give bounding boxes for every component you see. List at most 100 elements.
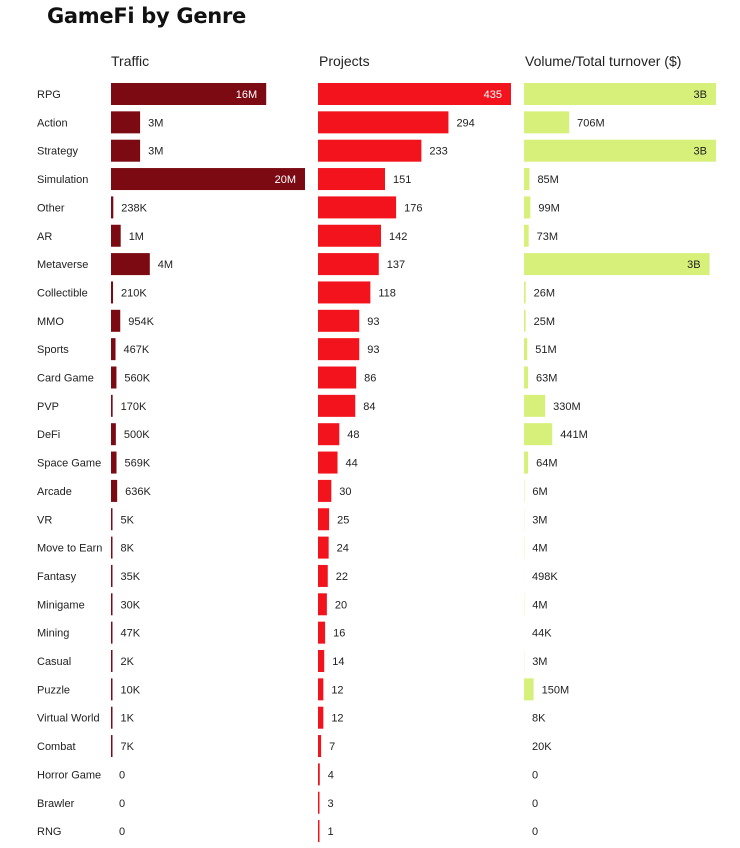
volume-bar <box>524 309 526 332</box>
category-label: Virtual World <box>37 713 100 725</box>
category-label: PVP <box>37 401 59 413</box>
volume-value-label: 498K <box>532 571 558 583</box>
projects-bar <box>318 253 379 276</box>
projects-bar <box>318 139 422 162</box>
projects-value-label: 14 <box>332 656 344 668</box>
volume-bar <box>524 83 716 105</box>
volume-bar <box>524 366 529 389</box>
projects-bar <box>318 820 320 843</box>
volume-value-label: 44K <box>532 628 552 640</box>
chart-title: GameFi by Genre <box>47 4 246 28</box>
volume-bar <box>524 338 528 361</box>
category-label: Minigame <box>37 599 85 611</box>
category-label: Horror Game <box>37 769 101 781</box>
projects-value-label: 151 <box>393 174 411 186</box>
projects-value-label: 118 <box>378 287 396 299</box>
volume-column-header: Volume/Total turnover ($) <box>525 53 682 69</box>
volume-value-label: 706M <box>577 117 605 129</box>
projects-value-label: 1 <box>328 826 334 838</box>
traffic-bar <box>111 111 141 134</box>
volume-bar <box>524 678 534 701</box>
category-label: Mining <box>37 628 69 640</box>
volume-value-label: 25M <box>534 316 555 328</box>
category-label: Fantasy <box>37 571 77 583</box>
projects-value-label: 84 <box>363 401 375 413</box>
projects-value-label: 93 <box>367 344 379 356</box>
traffic-bar <box>111 253 150 276</box>
traffic-value-label: 3M <box>148 146 163 158</box>
traffic-bar <box>111 508 113 531</box>
traffic-bar <box>111 593 113 616</box>
projects-bar <box>318 508 330 531</box>
traffic-bar <box>111 423 116 446</box>
volume-bar <box>524 394 546 417</box>
projects-bar <box>318 706 324 729</box>
volume-value-label: 20K <box>532 741 552 753</box>
volume-value-label: 85M <box>537 174 558 186</box>
volume-value-label: 26M <box>534 287 555 299</box>
traffic-value-label: 0 <box>119 769 125 781</box>
volume-bar <box>524 423 553 446</box>
traffic-bar <box>111 706 113 729</box>
category-label: DeFi <box>37 429 60 441</box>
volume-value-label: 3M <box>532 656 547 668</box>
traffic-value-label: 0 <box>119 826 125 838</box>
projects-bar <box>318 621 326 644</box>
projects-bar <box>318 196 397 219</box>
volume-value-label: 3B <box>694 146 707 158</box>
traffic-bar <box>111 139 141 162</box>
traffic-bar <box>111 394 113 417</box>
traffic-value-label: 7K <box>121 741 135 753</box>
projects-bar <box>318 394 356 417</box>
traffic-value-label: 8K <box>121 543 135 555</box>
projects-bar <box>318 111 449 134</box>
volume-value-label: 0 <box>532 826 538 838</box>
traffic-value-label: 569K <box>125 458 151 470</box>
projects-value-label: 20 <box>335 599 347 611</box>
traffic-bar <box>111 678 113 701</box>
traffic-value-label: 35K <box>121 571 141 583</box>
category-label: AR <box>37 231 52 243</box>
projects-value-label: 142 <box>389 231 407 243</box>
traffic-value-label: 30K <box>121 599 141 611</box>
volume-value-label: 99M <box>538 202 559 214</box>
volume-value-label: 0 <box>532 798 538 810</box>
volume-bar <box>524 168 530 191</box>
traffic-value-label: 2K <box>121 656 135 668</box>
projects-bar <box>318 224 382 247</box>
projects-bar <box>318 338 360 361</box>
traffic-bar <box>111 83 267 105</box>
traffic-bar <box>111 735 113 758</box>
projects-value-label: 86 <box>364 373 376 385</box>
volume-value-label: 63M <box>536 373 557 385</box>
category-label: RNG <box>37 826 61 838</box>
volume-value-label: 330M <box>553 401 581 413</box>
volume-value-label: 64M <box>536 458 557 470</box>
traffic-bar <box>111 536 113 559</box>
projects-bar <box>318 423 340 446</box>
traffic-column-header: Traffic <box>111 53 150 69</box>
category-label: Combat <box>37 741 76 753</box>
traffic-bar <box>111 309 121 332</box>
projects-bar <box>318 83 511 105</box>
category-label: Arcade <box>37 486 72 498</box>
category-label: Casual <box>37 656 71 668</box>
traffic-value-label: 4M <box>158 259 173 271</box>
traffic-bar <box>111 451 117 474</box>
traffic-value-label: 16M <box>236 89 257 101</box>
projects-bar <box>318 536 329 559</box>
traffic-value-label: 560K <box>124 373 150 385</box>
category-label: Space Game <box>37 458 101 470</box>
projects-bar <box>318 791 320 814</box>
traffic-value-label: 10K <box>121 684 141 696</box>
volume-value-label: 73M <box>537 231 558 243</box>
projects-bar <box>318 678 324 701</box>
category-label: Other <box>37 202 65 214</box>
volume-value-label: 4M <box>532 599 547 611</box>
volume-bar <box>524 253 710 276</box>
category-label: Card Game <box>37 373 94 385</box>
traffic-bar <box>111 281 114 304</box>
volume-bar <box>524 196 531 219</box>
traffic-value-label: 5K <box>121 514 135 526</box>
